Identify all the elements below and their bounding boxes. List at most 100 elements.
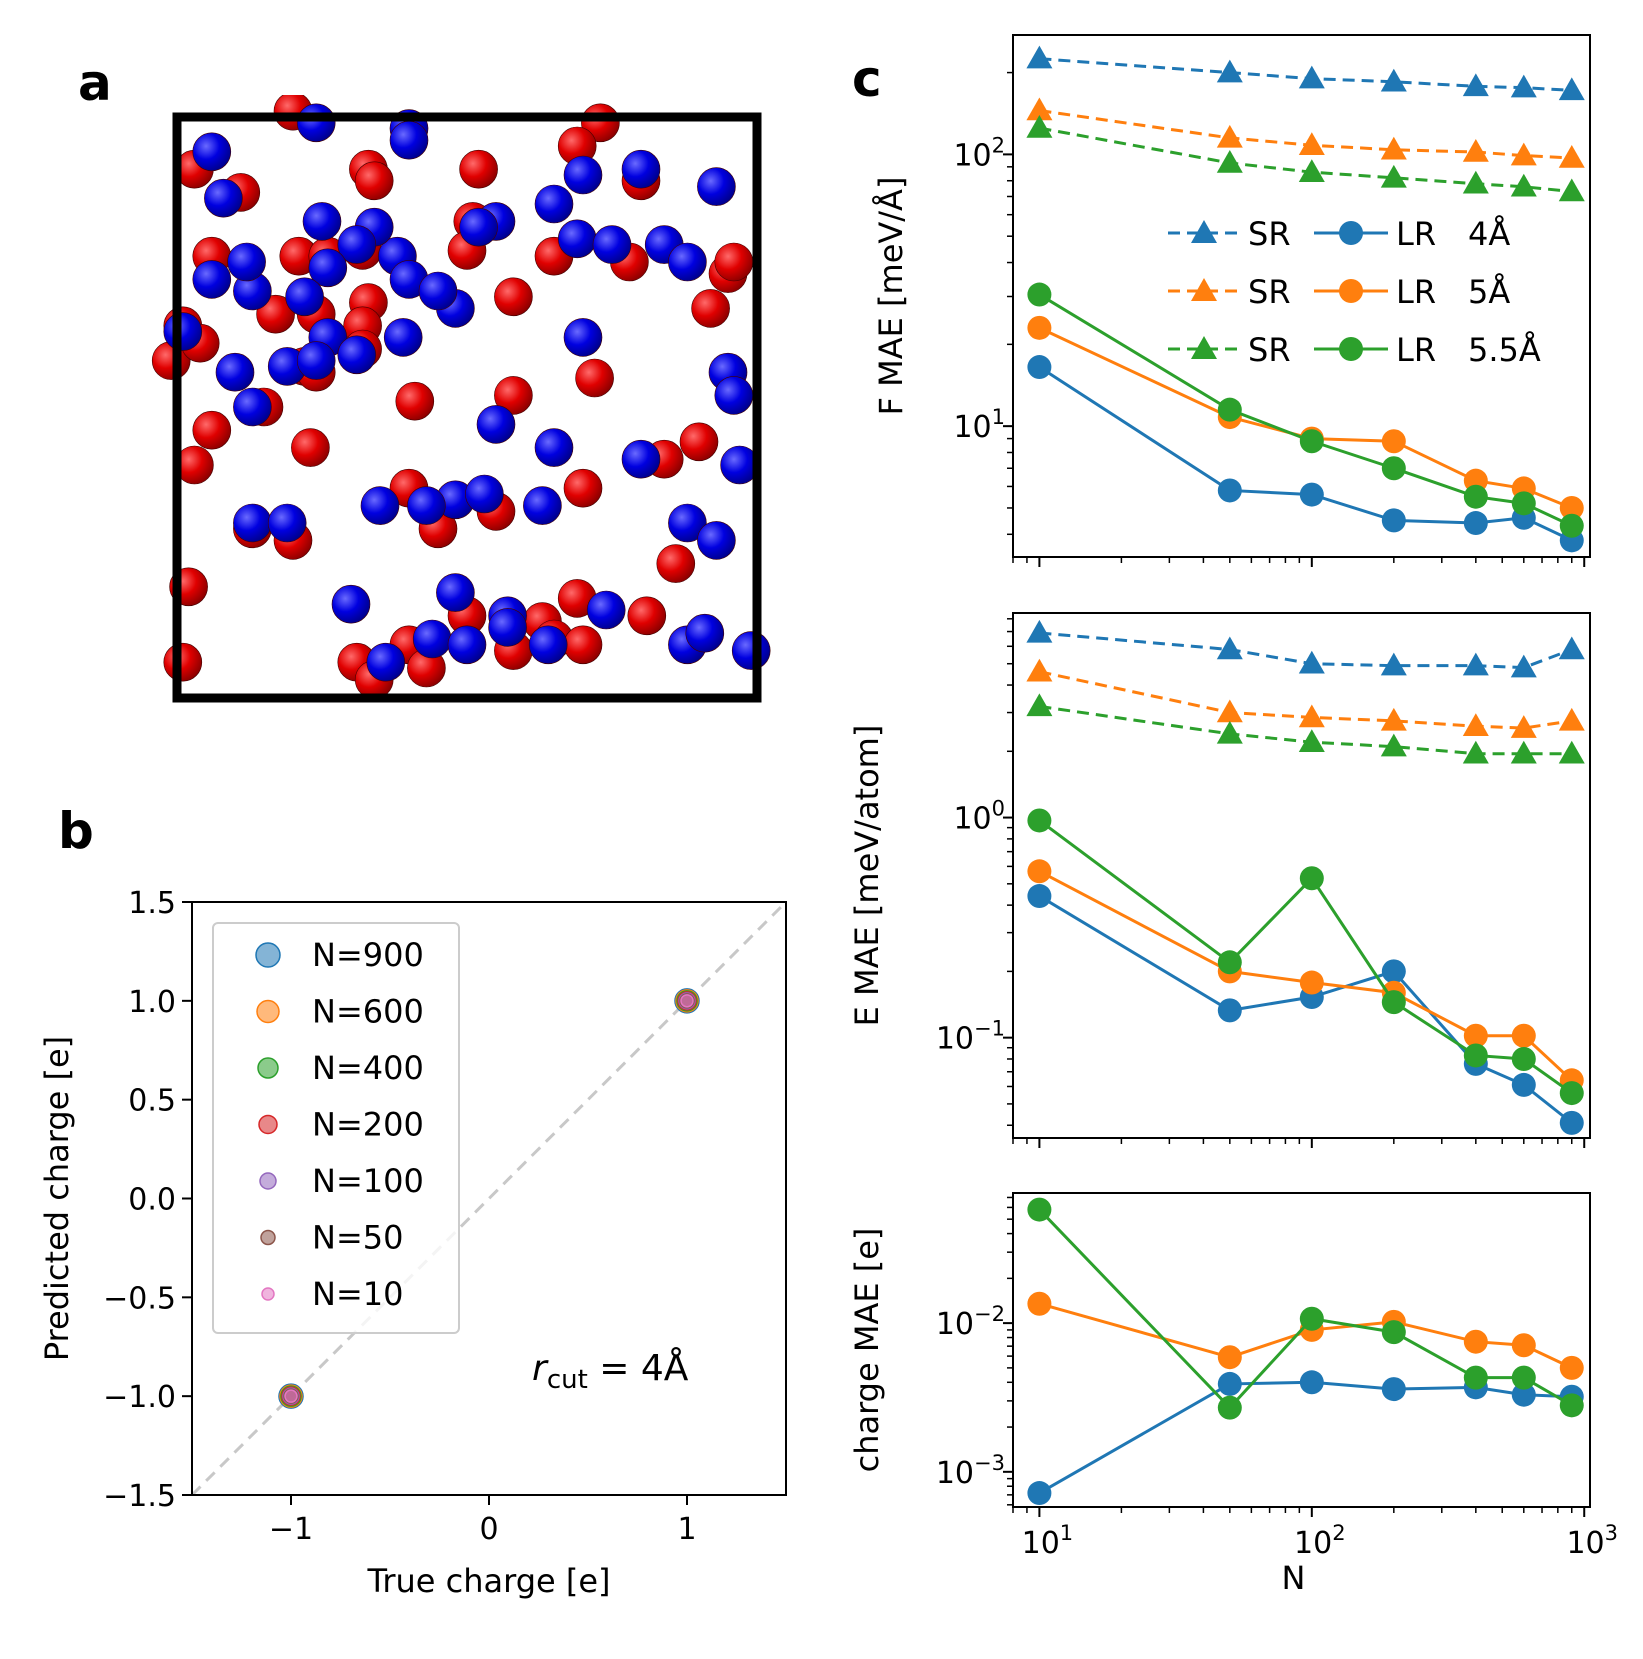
atom-positive: [714, 242, 754, 282]
scatter-point: [680, 994, 694, 1008]
legend-marker: [261, 1287, 275, 1301]
legend-label: N=600: [312, 993, 424, 1031]
legend-sr-marker: [1191, 336, 1217, 359]
atom-positive: [575, 358, 614, 398]
y-tick-label: −1.0: [103, 1380, 176, 1415]
lr-marker: [1217, 1345, 1242, 1370]
y-tick-label: 101: [953, 405, 1005, 445]
lr-marker: [1299, 866, 1324, 891]
atom-negative: [285, 277, 324, 317]
sr-marker: [1558, 77, 1585, 101]
atom-positive: [563, 625, 603, 665]
lr-marker: [1027, 282, 1052, 307]
atom-negative: [418, 271, 458, 311]
atom-negative: [488, 608, 527, 647]
atom-positive: [691, 289, 730, 328]
legend-lr-label: LR: [1396, 331, 1436, 369]
lr-marker: [1299, 1370, 1324, 1395]
y-tick-label: 100: [953, 797, 1005, 837]
x-axis-label: N: [1282, 1559, 1306, 1597]
sr-marker: [1216, 720, 1243, 744]
lr-marker: [1511, 1365, 1536, 1390]
lr-marker: [1511, 1023, 1536, 1048]
lr-marker: [1217, 397, 1242, 422]
sr-marker: [1558, 740, 1585, 764]
atom-negative: [296, 103, 336, 143]
legend-lr-marker: [1339, 337, 1363, 361]
panel-c-letter: c: [852, 50, 882, 108]
lr-marker: [1027, 355, 1052, 380]
atom-negative: [360, 486, 400, 525]
sr-marker: [1298, 132, 1325, 156]
sr-marker: [1558, 636, 1585, 660]
panel-b-scatter: −1 0 1 1.5 1.0 0.5 0.0 −0.5 −1.0 −1.5 True charge …: [38, 886, 788, 1600]
atom-positive: [494, 376, 533, 415]
sr-marker: [1216, 149, 1243, 173]
atom-negative: [685, 613, 725, 653]
lr-marker: [1463, 484, 1488, 509]
atom-negative: [436, 573, 475, 612]
sr-marker: [1510, 173, 1537, 197]
legend-lr-marker: [1339, 279, 1363, 303]
lr-marker: [1381, 959, 1406, 984]
sr-marker: [1380, 136, 1407, 160]
atom-negative: [731, 631, 771, 670]
legend-label: N=10: [312, 1275, 403, 1313]
y-tick-label: 10−1: [936, 1017, 1005, 1057]
atom-negative: [383, 318, 423, 357]
sr-marker: [1380, 733, 1407, 757]
legend-sr-label: SR: [1248, 331, 1291, 369]
atom-negative: [233, 387, 272, 427]
atom-negative: [557, 219, 597, 259]
atom-negative: [192, 260, 232, 299]
sr-marker: [1558, 144, 1585, 168]
atom-negative: [389, 120, 429, 160]
legend-marker: [255, 942, 281, 968]
lr-marker: [1559, 495, 1584, 520]
lr-marker: [1381, 990, 1406, 1015]
y-tick-label: 1.5: [128, 886, 176, 921]
lr-marker: [1381, 456, 1406, 481]
atom-negative: [215, 352, 255, 392]
atom-positive: [627, 596, 667, 636]
lr-marker: [1511, 491, 1536, 516]
sr-marker: [1510, 654, 1537, 678]
sr-marker: [1298, 65, 1325, 89]
scatter-point: [284, 1389, 298, 1403]
y-axis-label: F MAE [meV/Å]: [872, 177, 910, 416]
atom-positive: [163, 642, 203, 682]
axes-frame: [1012, 612, 1591, 1139]
sr-marker: [1558, 707, 1585, 731]
atom-positive: [256, 294, 295, 334]
atom-negative: [534, 428, 574, 467]
atom-positive: [192, 410, 232, 450]
legend-marker: [260, 1229, 276, 1246]
sr-marker: [1462, 73, 1489, 97]
rcut-annotation: rcut = 4Å: [532, 1346, 689, 1395]
atom-negative: [233, 503, 272, 543]
y-tick-label: 10−2: [936, 1302, 1005, 1342]
lr-marker: [1381, 508, 1406, 533]
atom-negative: [337, 225, 377, 264]
y-tick-label: −1.5: [103, 1479, 176, 1514]
x-tick-label: 102: [1294, 1521, 1346, 1561]
y-axis-label: charge MAE [e]: [848, 1228, 886, 1473]
atom-negative: [302, 202, 342, 241]
lr-marker: [1027, 1197, 1052, 1222]
y-tick-label: 0.0: [128, 1183, 176, 1218]
y-tick-label: 0.5: [128, 1084, 176, 1119]
atom-negative: [621, 439, 661, 479]
lr-marker: [1217, 998, 1242, 1023]
legend-frame: [212, 922, 460, 1334]
lr-marker: [1463, 1043, 1488, 1068]
series-line: [1038, 365, 1573, 542]
sr-marker: [1298, 729, 1325, 752]
sr-marker: [1216, 124, 1243, 148]
panel-c-force-mae: 101 102 F MAE [meV/Å] SR LR 4Å SR LR 5Å SR LR 5.5Å: [872, 34, 1591, 567]
lr-marker: [1559, 1355, 1584, 1380]
legend-label: N=400: [312, 1049, 424, 1087]
lr-marker: [1463, 1023, 1488, 1048]
panel-b-letter: b: [58, 802, 94, 860]
y-tick-label: 1.0: [128, 985, 176, 1020]
